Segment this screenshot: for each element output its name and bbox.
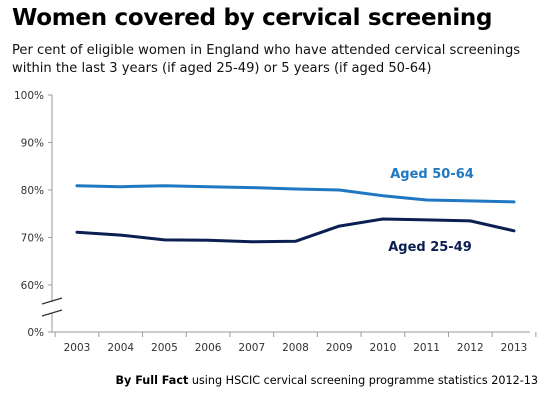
chart-axes	[41, 95, 530, 333]
axis-break-mark-upper	[41, 297, 63, 305]
x-tick-label: 2010	[370, 342, 397, 354]
x-tick-label: 2006	[195, 342, 222, 354]
chart-title: Women covered by cervical screening	[12, 5, 493, 31]
chart-subtitle: Per cent of eligible women in England wh…	[12, 43, 521, 76]
series-label: Aged 50-64	[390, 167, 474, 182]
x-tick-label: 2009	[326, 342, 353, 354]
x-tick-label: 2004	[107, 342, 134, 354]
series-line-aged-50-64	[75, 184, 516, 204]
y-axis-ticks: 100% 90% 80% 70% 60% 0%	[14, 90, 52, 339]
series-labels: Aged 50-64 Aged 25-49	[388, 167, 474, 255]
y-tick-label: 70%	[21, 233, 44, 245]
y-tick-label: 80%	[21, 185, 44, 197]
series-line-aged-25-49	[75, 217, 516, 244]
x-tick-label: 2008	[282, 342, 309, 354]
axis-break-mark-lower	[41, 309, 63, 317]
x-tick-label: 2013	[501, 342, 528, 354]
x-axis-ticks: 2003 2004 2005 2006 2007 2008 2009 2010 2011 2012…	[54, 332, 537, 354]
y-tick-label: 90%	[21, 138, 44, 150]
x-tick-label: 2007	[238, 342, 265, 354]
y-tick-label: 60%	[21, 280, 44, 292]
x-tick-label: 2003	[64, 342, 91, 354]
x-tick-label: 2005	[151, 342, 178, 354]
series-label: Aged 25-49	[388, 240, 472, 255]
source-author: By Full Fact	[115, 374, 189, 387]
x-tick-label: 2011	[413, 342, 440, 354]
y-tick-label: 100%	[14, 90, 44, 102]
source-note: By Full Fact using HSCIC cervical screen…	[115, 374, 538, 387]
y-tick-label: 0%	[27, 327, 44, 339]
source-text: using HSCIC cervical screening programme…	[188, 374, 538, 387]
series-lines	[75, 184, 516, 244]
x-tick-label: 2012	[457, 342, 484, 354]
